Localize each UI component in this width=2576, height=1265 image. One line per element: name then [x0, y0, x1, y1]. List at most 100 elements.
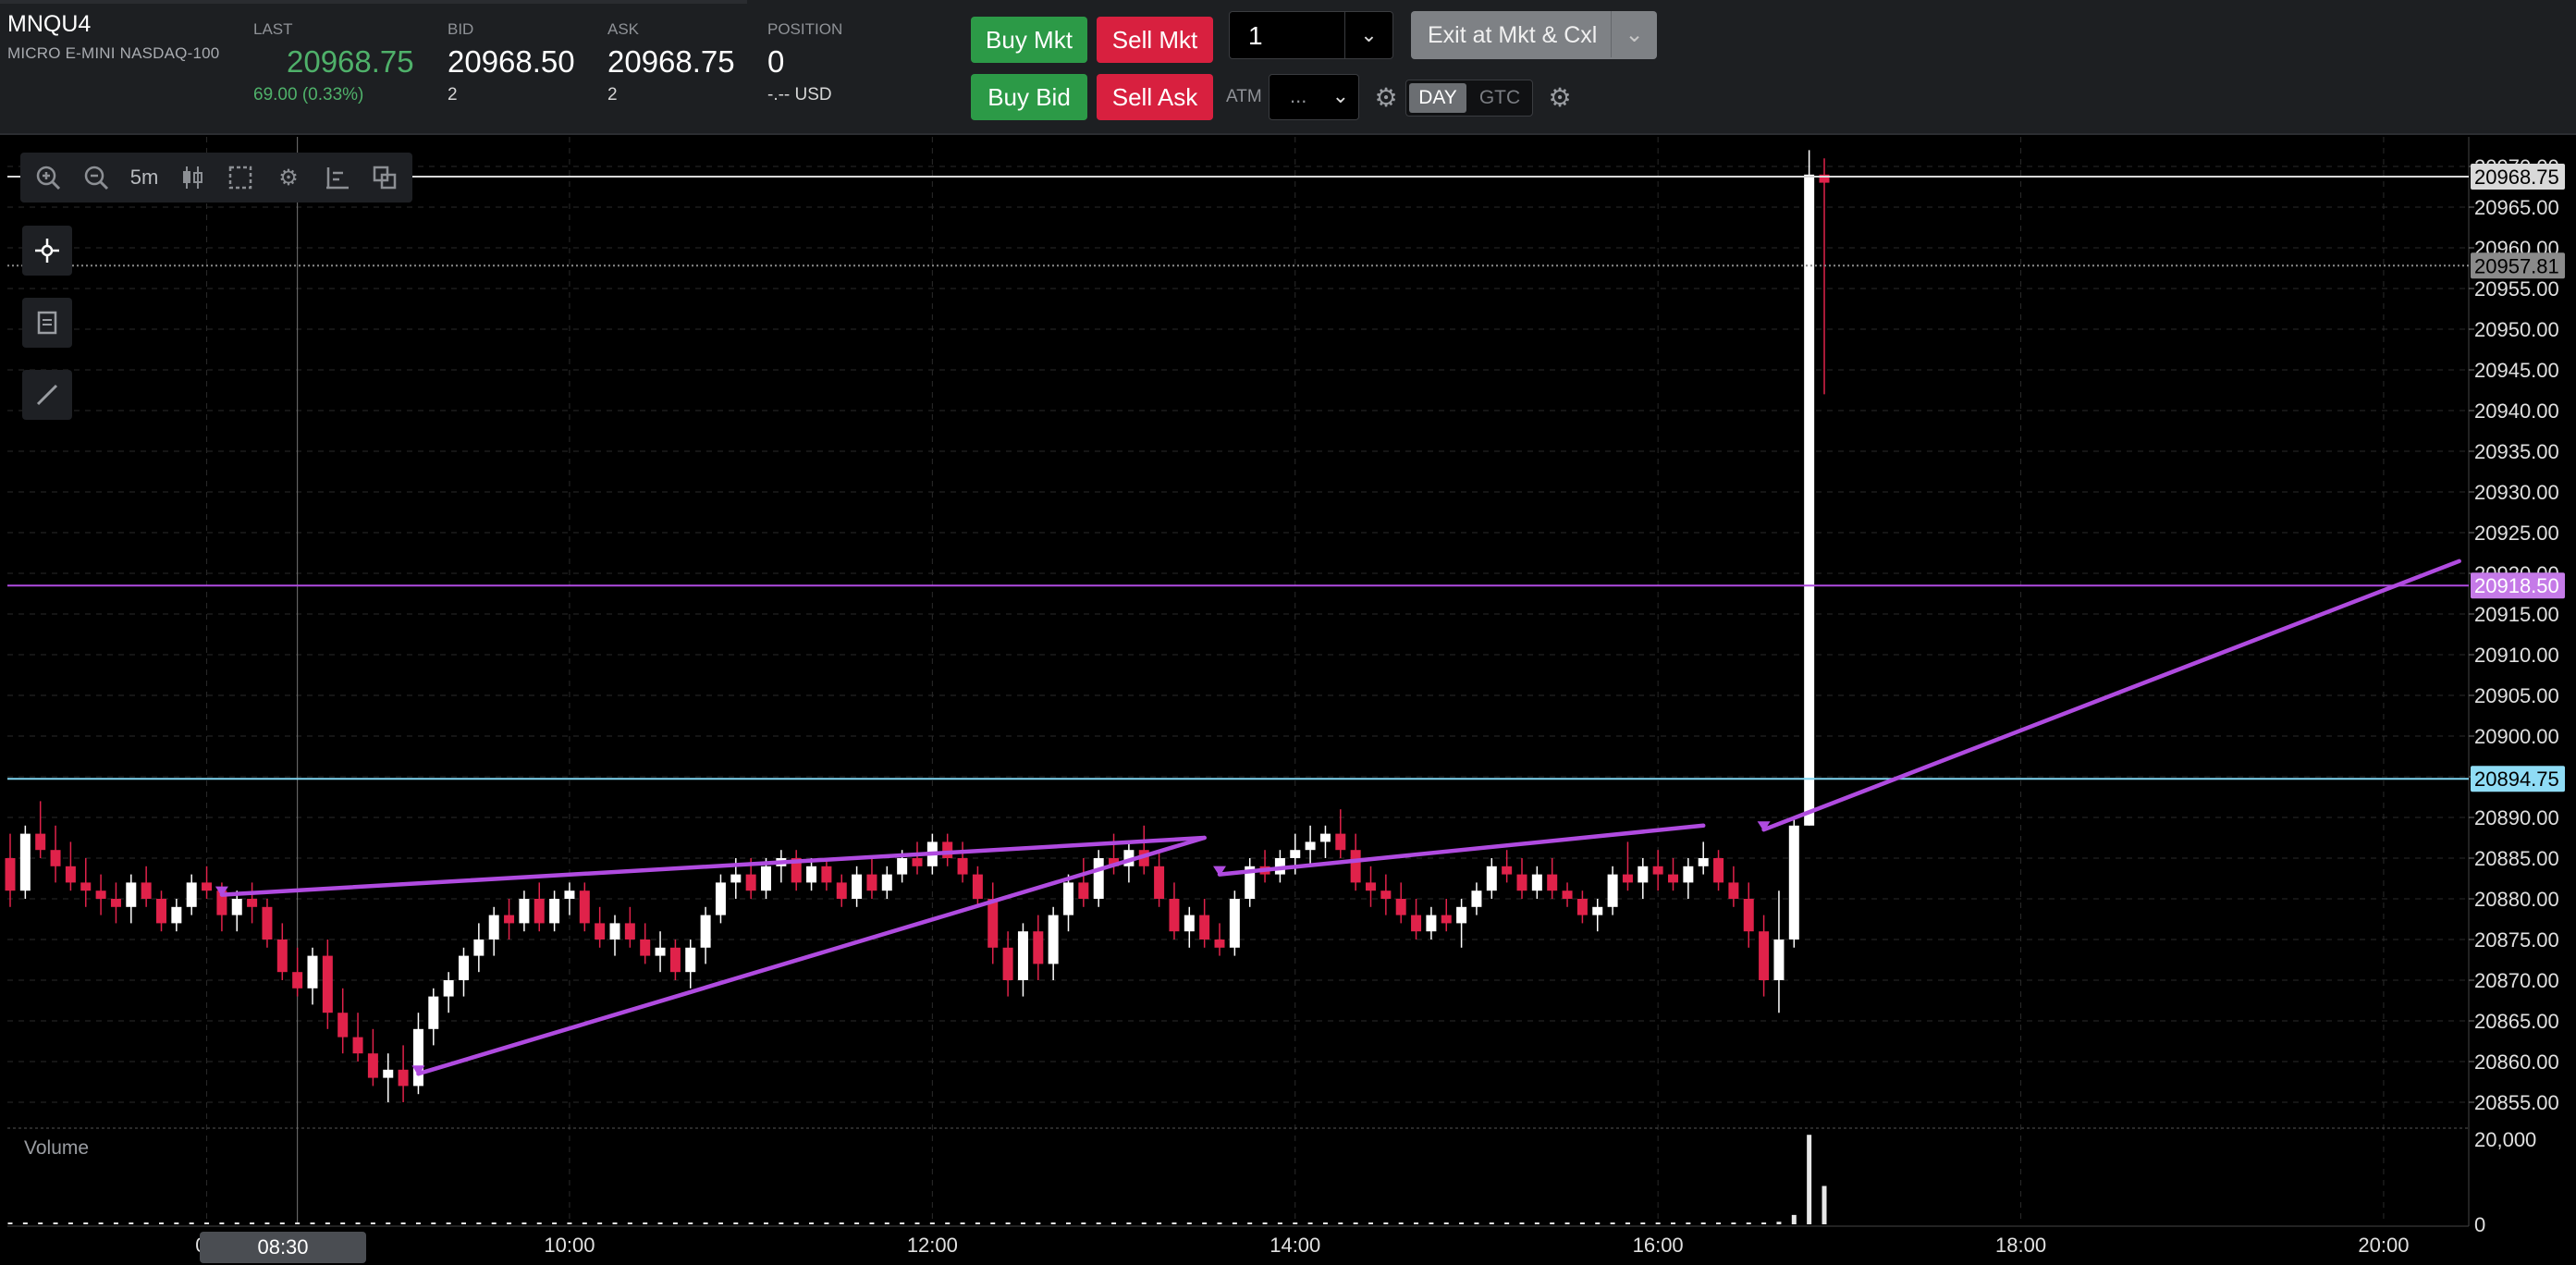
position-pnl: -.-- USD [767, 85, 832, 104]
candle-body [1562, 890, 1573, 899]
volume-bar [1141, 1222, 1147, 1224]
candle [156, 890, 166, 932]
candle [624, 906, 635, 948]
exit-at-market-button[interactable]: Exit at Mkt & Cxl ⌄ [1411, 11, 1657, 59]
price-axis: 20970.0020965.0020960.0020955.0020950.00… [2469, 137, 2576, 1265]
candle [367, 1028, 378, 1087]
candle [669, 940, 681, 980]
volume-tick-label: 20,000 [2474, 1128, 2536, 1151]
zoom-out-icon[interactable] [72, 155, 120, 200]
tif-gtc-option[interactable]: GTC [1478, 87, 1521, 108]
time-tick-label: 18:00 [1995, 1234, 2046, 1257]
candle [443, 972, 454, 1013]
volume-bar [975, 1222, 980, 1224]
volume-bar [900, 1222, 905, 1224]
volume-bar [1791, 1214, 1797, 1224]
gear-icon[interactable]: ⚙ [1548, 83, 1572, 112]
symbol-name[interactable]: MNQU4 [7, 11, 92, 37]
candle-body [19, 833, 31, 891]
volume-bar [1822, 1185, 1827, 1224]
candle [1184, 906, 1195, 948]
volume-bar [340, 1222, 346, 1224]
trend-line-anchor [411, 1065, 425, 1076]
volume-bar [521, 1222, 527, 1224]
candle [1652, 850, 1663, 891]
volume-bar [1640, 1222, 1646, 1224]
candle [1048, 906, 1059, 980]
crosshair-icon[interactable] [22, 226, 72, 276]
chevron-down-icon[interactable]: ⌄ [1344, 12, 1392, 58]
price-tick-label: 20855.00 [2474, 1091, 2559, 1114]
price-tick-label: 20885.00 [2474, 847, 2559, 870]
candle [866, 858, 877, 899]
last-price-block: LAST 20968.75 69.00 (0.33%) [253, 20, 414, 105]
candle-body [1093, 858, 1104, 899]
candle [972, 866, 983, 907]
candle-body [171, 906, 182, 924]
ask-price: 20968.75 [607, 44, 735, 79]
volume-bar [1232, 1222, 1237, 1224]
quantity-selector[interactable]: 1 ⌄ [1229, 11, 1393, 59]
candle [1002, 931, 1013, 997]
buy-market-button[interactable]: Buy Mkt [971, 17, 1087, 63]
candle [202, 866, 213, 899]
volume-bar [1459, 1222, 1465, 1224]
candle [352, 1013, 363, 1062]
notes-icon[interactable] [22, 298, 72, 348]
candle [504, 899, 515, 940]
candle [595, 906, 606, 948]
layout-icon[interactable] [361, 155, 409, 200]
candle-body [669, 947, 681, 973]
volume-bar [1595, 1222, 1601, 1224]
volume-bar [1610, 1222, 1615, 1224]
volume-bar [1414, 1222, 1419, 1224]
candle-body [1335, 833, 1346, 851]
candle-body [156, 899, 166, 924]
candle [1214, 923, 1225, 956]
volume-bar [1474, 1222, 1479, 1224]
volume-bar [1550, 1222, 1555, 1224]
time-in-force-toggle[interactable]: DAY GTC [1405, 80, 1533, 117]
volume-bar [1443, 1222, 1449, 1224]
candlestick-icon[interactable] [168, 155, 216, 200]
trend-line-anchor [215, 886, 228, 897]
candle-body [897, 858, 908, 875]
candle-body [247, 899, 258, 907]
price-tick-label: 20875.00 [2474, 928, 2559, 952]
volume-bar [1534, 1222, 1539, 1224]
candle [141, 866, 152, 907]
candle-body [110, 899, 121, 907]
axis-icon[interactable] [313, 155, 361, 200]
volume-bar [415, 1222, 421, 1224]
candle [942, 833, 953, 866]
candle-body [1788, 825, 1799, 940]
draw-line-icon[interactable] [22, 370, 72, 420]
price-tick-label: 20955.00 [2474, 277, 2559, 301]
exit-button-label: Exit at Mkt & Cxl [1428, 21, 1598, 48]
sell-market-button[interactable]: Sell Mkt [1097, 17, 1213, 63]
ask-size: 2 [607, 85, 618, 104]
atm-strategy-select[interactable]: ... ⌄ [1269, 74, 1359, 120]
volume-bar [325, 1222, 330, 1224]
candle [1456, 899, 1467, 948]
tif-day-option[interactable]: DAY [1409, 83, 1466, 113]
chevron-down-icon[interactable]: ⌄ [1611, 11, 1657, 57]
bid-label: BID [448, 20, 474, 38]
candle [640, 923, 651, 964]
candle-body [1773, 940, 1785, 980]
candle-body [1668, 874, 1678, 883]
zoom-in-icon[interactable] [24, 155, 72, 200]
timeframe-button[interactable]: 5m [129, 166, 159, 189]
selection-icon[interactable] [216, 155, 264, 200]
volume-bar [793, 1222, 799, 1224]
candle-body [821, 866, 832, 883]
buy-bid-button[interactable]: Buy Bid [971, 74, 1087, 120]
gear-icon[interactable]: ⚙ [278, 165, 299, 190]
candle-body [1229, 899, 1240, 948]
price-tick-label: 20950.00 [2474, 318, 2559, 341]
price-chart[interactable]: 20970.0020965.0020960.0020955.0020950.00… [0, 137, 2576, 1265]
candle-body [1380, 890, 1392, 899]
gear-icon[interactable]: ⚙ [1374, 83, 1398, 112]
sell-ask-button[interactable]: Sell Ask [1097, 74, 1213, 120]
candle-body [957, 858, 968, 875]
